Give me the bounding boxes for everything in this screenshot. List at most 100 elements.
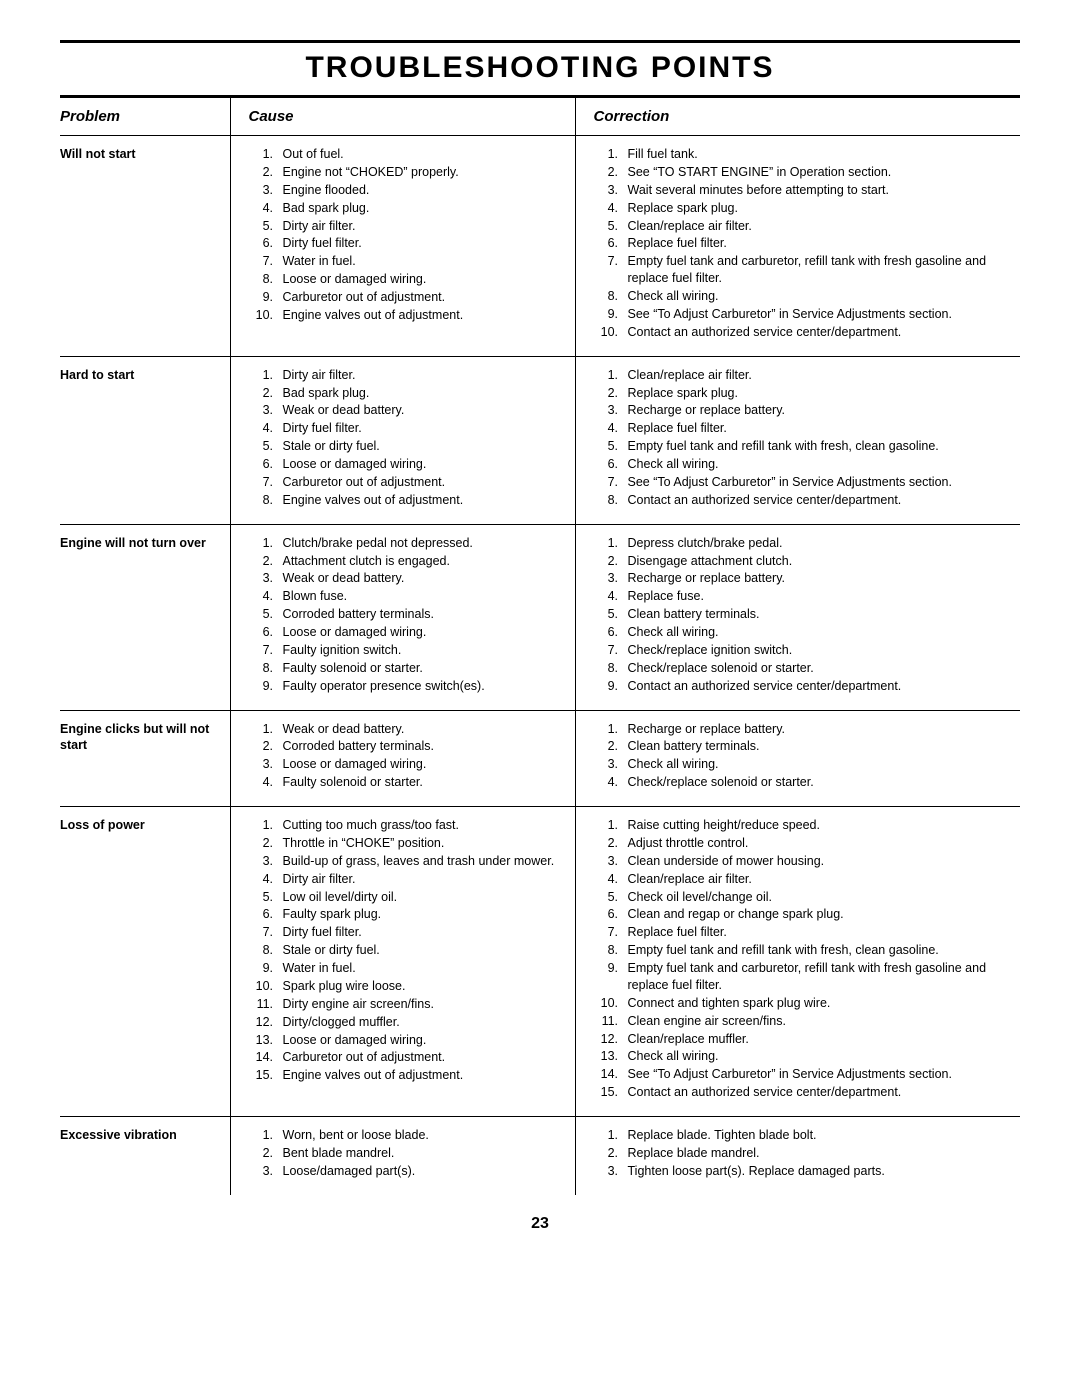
problem-cell: Hard to start [60,356,230,524]
list-item: Engine valves out of adjustment. [277,492,567,509]
list-item: Contact an authorized service center/dep… [622,492,1013,509]
list-item: Replace spark plug. [622,200,1013,217]
list-item: Bad spark plug. [277,200,567,217]
list-item: See “TO START ENGINE” in Operation secti… [622,164,1013,181]
list-item: Dirty/clogged muffler. [277,1014,567,1031]
correction-list: Depress clutch/brake pedal.Disengage att… [594,535,1013,695]
problem-cell: Loss of power [60,807,230,1117]
list-item: Fill fuel tank. [622,146,1013,163]
problem-cell: Engine clicks but will not start [60,710,230,807]
list-item: Clean battery terminals. [622,606,1013,623]
list-item: Check all wiring. [622,624,1013,641]
page-number: 23 [60,1215,1020,1233]
list-item: Check all wiring. [622,288,1013,305]
list-item: Weak or dead battery. [277,570,567,587]
list-item: Loose or damaged wiring. [277,271,567,288]
list-item: Engine not “CHOKED” properly. [277,164,567,181]
list-item: Engine valves out of adjustment. [277,1067,567,1084]
list-item: Dirty air filter. [277,367,567,384]
list-item: Loose/damaged part(s). [277,1163,567,1180]
list-item: Out of fuel. [277,146,567,163]
list-item: Low oil level/dirty oil. [277,889,567,906]
col-header-cause: Cause [230,98,575,136]
cause-list: Weak or dead battery.Corroded battery te… [249,721,567,792]
cause-cell: Cutting too much grass/too fast.Throttle… [230,807,575,1117]
list-item: Dirty fuel filter. [277,235,567,252]
list-item: Replace blade mandrel. [622,1145,1013,1162]
list-item: Empty fuel tank and carburetor, refill t… [622,253,1013,287]
list-item: Faulty solenoid or starter. [277,660,567,677]
correction-cell: Raise cutting height/reduce speed.Adjust… [575,807,1020,1117]
list-item: Clean battery terminals. [622,738,1013,755]
list-item: Replace spark plug. [622,385,1013,402]
list-item: Raise cutting height/reduce speed. [622,817,1013,834]
correction-cell: Recharge or replace battery.Clean batter… [575,710,1020,807]
correction-list: Replace blade. Tighten blade bolt.Replac… [594,1127,1013,1180]
list-item: Dirty air filter. [277,218,567,235]
list-item: See “To Adjust Carburetor” in Service Ad… [622,474,1013,491]
correction-cell: Replace blade. Tighten blade bolt.Replac… [575,1117,1020,1195]
col-header-correction: Correction [575,98,1020,136]
list-item: Carburetor out of adjustment. [277,289,567,306]
cause-list: Out of fuel.Engine not “CHOKED” properly… [249,146,567,324]
list-item: Faulty operator presence switch(es). [277,678,567,695]
problem-cell: Will not start [60,136,230,357]
list-item: Throttle in “CHOKE” position. [277,835,567,852]
list-item: Spark plug wire loose. [277,978,567,995]
page-title: TROUBLESHOOTING POINTS [60,51,1020,85]
list-item: Check oil level/change oil. [622,889,1013,906]
list-item: Cutting too much grass/too fast. [277,817,567,834]
list-item: Disengage attachment clutch. [622,553,1013,570]
table-row: Will not startOut of fuel.Engine not “CH… [60,136,1020,357]
col-header-problem: Problem [60,98,230,136]
list-item: See “To Adjust Carburetor” in Service Ad… [622,306,1013,323]
list-item: Empty fuel tank and carburetor, refill t… [622,960,1013,994]
list-item: Clean/replace muffler. [622,1031,1013,1048]
table-header-row: Problem Cause Correction [60,98,1020,136]
list-item: Replace fuel filter. [622,235,1013,252]
list-item: Empty fuel tank and refill tank with fre… [622,942,1013,959]
cause-cell: Weak or dead battery.Corroded battery te… [230,710,575,807]
list-item: Bad spark plug. [277,385,567,402]
list-item: Bent blade mandrel. [277,1145,567,1162]
problem-cell: Excessive vibration [60,1117,230,1195]
list-item: Dirty air filter. [277,871,567,888]
list-item: Carburetor out of adjustment. [277,474,567,491]
table-body: Will not startOut of fuel.Engine not “CH… [60,136,1020,1195]
list-item: Replace fuse. [622,588,1013,605]
list-item: Contact an authorized service center/dep… [622,678,1013,695]
list-item: Clutch/brake pedal not depressed. [277,535,567,552]
list-item: Water in fuel. [277,253,567,270]
list-item: Empty fuel tank and refill tank with fre… [622,438,1013,455]
list-item: Faulty ignition switch. [277,642,567,659]
list-item: Stale or dirty fuel. [277,942,567,959]
cause-cell: Clutch/brake pedal not depressed.Attachm… [230,524,575,710]
list-item: Depress clutch/brake pedal. [622,535,1013,552]
list-item: Adjust throttle control. [622,835,1013,852]
list-item: Carburetor out of adjustment. [277,1049,567,1066]
correction-list: Clean/replace air filter.Replace spark p… [594,367,1013,509]
list-item: Weak or dead battery. [277,402,567,419]
list-item: Clean/replace air filter. [622,871,1013,888]
list-item: Check/replace solenoid or starter. [622,774,1013,791]
list-item: Recharge or replace battery. [622,721,1013,738]
list-item: Dirty engine air screen/fins. [277,996,567,1013]
list-item: Connect and tighten spark plug wire. [622,995,1013,1012]
top-rule [60,40,1020,43]
list-item: Check/replace solenoid or starter. [622,660,1013,677]
list-item: Clean and regap or change spark plug. [622,906,1013,923]
list-item: Replace fuel filter. [622,420,1013,437]
list-item: Stale or dirty fuel. [277,438,567,455]
correction-cell: Fill fuel tank.See “TO START ENGINE” in … [575,136,1020,357]
list-item: Dirty fuel filter. [277,924,567,941]
list-item: Attachment clutch is engaged. [277,553,567,570]
list-item: Blown fuse. [277,588,567,605]
table-row: Loss of powerCutting too much grass/too … [60,807,1020,1117]
correction-list: Raise cutting height/reduce speed.Adjust… [594,817,1013,1101]
table-row: Engine will not turn overClutch/brake pe… [60,524,1020,710]
list-item: Engine valves out of adjustment. [277,307,567,324]
cause-list: Worn, bent or loose blade.Bent blade man… [249,1127,567,1180]
cause-cell: Worn, bent or loose blade.Bent blade man… [230,1117,575,1195]
list-item: Weak or dead battery. [277,721,567,738]
list-item: Faulty solenoid or starter. [277,774,567,791]
